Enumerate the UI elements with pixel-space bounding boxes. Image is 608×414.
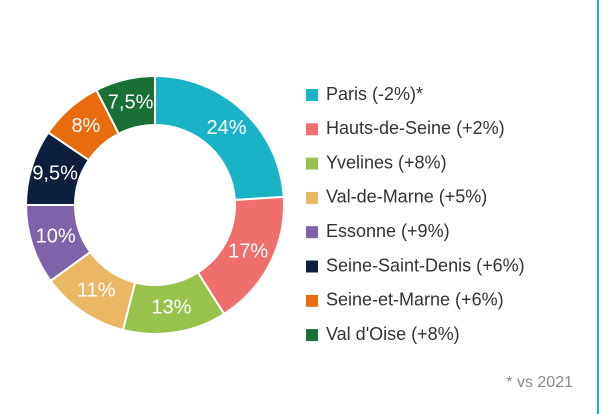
data-label: 11% — [77, 280, 116, 302]
legend-label: Seine-et-Marne (+6%) — [326, 290, 504, 310]
legend-swatch — [306, 260, 318, 273]
legend-label: Val-de-Marne (+5%) — [326, 187, 487, 207]
legend-swatch — [306, 226, 318, 239]
legend-label: Essonne (+9%) — [326, 221, 450, 241]
legend-label: Hauts-de-Seine (+2%) — [326, 118, 505, 138]
data-label: 8% — [71, 115, 100, 137]
legend-swatch — [306, 157, 318, 170]
data-label: 9,5% — [32, 163, 78, 185]
data-label: 13% — [151, 296, 191, 318]
legend-label: Paris (-2%)* — [326, 84, 423, 104]
data-label: 17% — [228, 241, 268, 263]
data-label: 10% — [36, 226, 76, 248]
data-label: 24% — [207, 117, 247, 139]
legend-label: Val d'Oise (+8%) — [326, 324, 460, 344]
legend-swatch — [306, 191, 318, 204]
legend-label: Yvelines (+8%) — [326, 152, 447, 172]
legend-swatch — [306, 89, 318, 101]
slice — [95, 74, 156, 136]
legend-swatch — [306, 329, 318, 342]
legend-label: Seine-Saint-Denis (+6%) — [326, 255, 525, 275]
legend-swatch — [306, 294, 318, 307]
data-label: 7,5% — [108, 92, 154, 114]
legend-swatch — [306, 123, 318, 136]
footnote: * vs 2021 — [506, 374, 573, 391]
